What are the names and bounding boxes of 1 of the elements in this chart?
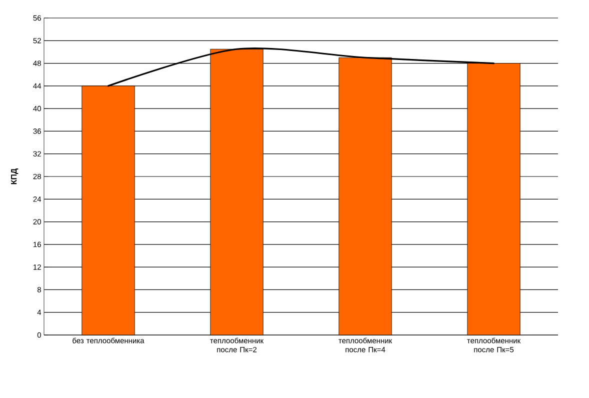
y-axis-title: КПД [11, 168, 18, 184]
